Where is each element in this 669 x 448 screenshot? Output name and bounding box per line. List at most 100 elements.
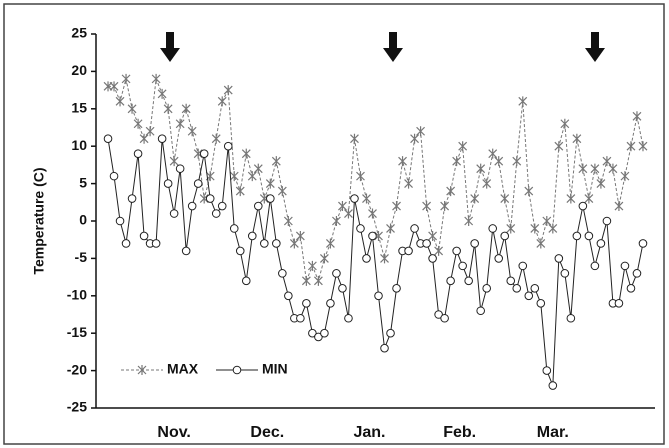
data-point [392, 201, 401, 212]
data-point [560, 269, 570, 278]
data-point [374, 291, 383, 301]
data-point [536, 298, 546, 308]
data-point [145, 126, 155, 137]
data-point [422, 201, 432, 212]
data-point [446, 186, 456, 197]
data-point [410, 133, 419, 144]
data-point [434, 310, 443, 319]
data-point [626, 141, 636, 152]
data-point [260, 239, 269, 248]
data-point [386, 328, 395, 338]
data-point [320, 328, 329, 338]
data-point [458, 261, 467, 271]
y-tick-label: 20 [71, 62, 87, 78]
data-point [500, 193, 510, 204]
data-point [229, 171, 239, 182]
data-point [350, 133, 359, 144]
data-point [247, 171, 257, 182]
data-point [494, 254, 504, 263]
data-point [380, 343, 389, 353]
data-point [157, 88, 167, 99]
data-point [211, 133, 221, 144]
data-point [326, 298, 335, 308]
data-point [554, 254, 564, 263]
data-point [488, 224, 498, 233]
data-point [488, 148, 498, 159]
data-point [223, 85, 233, 96]
data-point [115, 96, 125, 107]
data-point [620, 171, 630, 182]
data-point [602, 216, 612, 226]
data-point [578, 163, 588, 174]
data-point [368, 208, 377, 219]
data-point [338, 284, 347, 293]
data-point [193, 179, 203, 188]
data-point [500, 231, 510, 241]
data-point [506, 223, 516, 234]
data-point [638, 141, 648, 152]
data-point [512, 156, 522, 167]
y-tick-label: -25 [67, 399, 87, 415]
data-point [458, 141, 468, 152]
data-point [476, 306, 485, 316]
data-point [302, 298, 311, 308]
data-point [121, 73, 131, 84]
data-point [566, 193, 576, 204]
data-point [584, 193, 594, 204]
data-point [542, 216, 552, 226]
data-point [157, 134, 167, 144]
data-point [530, 223, 540, 234]
data-point [235, 186, 245, 197]
x-tick-label: Dec. [250, 424, 284, 441]
y-tick-label: 15 [71, 100, 87, 116]
data-point [464, 276, 473, 286]
data-point [452, 246, 461, 256]
x-tick-label: Feb. [443, 424, 476, 441]
data-point [518, 96, 528, 107]
data-point [440, 313, 449, 323]
arrow [585, 32, 605, 62]
data-point [368, 231, 377, 241]
data-point [296, 313, 305, 323]
frame [3, 3, 665, 445]
data-point [139, 133, 149, 144]
data-point [362, 254, 371, 263]
data-point [584, 231, 594, 241]
data-point [272, 239, 281, 248]
data-point [476, 163, 486, 174]
data-point [590, 261, 600, 271]
data-point [253, 201, 263, 211]
data-point [163, 179, 173, 188]
data-point [410, 224, 419, 233]
data-point [289, 238, 299, 249]
data-point [470, 193, 480, 204]
data-point [278, 269, 287, 278]
data-point [109, 81, 119, 92]
data-point [470, 239, 479, 248]
y-tick-label: 25 [71, 25, 87, 41]
data-point [284, 291, 293, 301]
data-point [253, 163, 263, 174]
data-point [187, 201, 197, 211]
data-point [332, 269, 341, 278]
data-point [181, 246, 191, 256]
data-point [548, 223, 558, 234]
data-point [187, 126, 197, 137]
data-point [127, 194, 137, 203]
data-point [307, 260, 317, 271]
data-point [133, 118, 143, 129]
data-point [482, 178, 492, 189]
data-point [350, 194, 359, 203]
data-point [428, 230, 438, 241]
data-point [614, 201, 624, 212]
y-axis-label: Temperature (C) [31, 167, 47, 274]
y-tick-label: 0 [79, 212, 87, 228]
data-point [115, 216, 125, 226]
data-point [223, 141, 233, 151]
data-point [217, 201, 227, 211]
data-point [175, 164, 185, 173]
data-point [602, 156, 612, 167]
data-point [133, 149, 143, 158]
data-point [428, 254, 437, 263]
